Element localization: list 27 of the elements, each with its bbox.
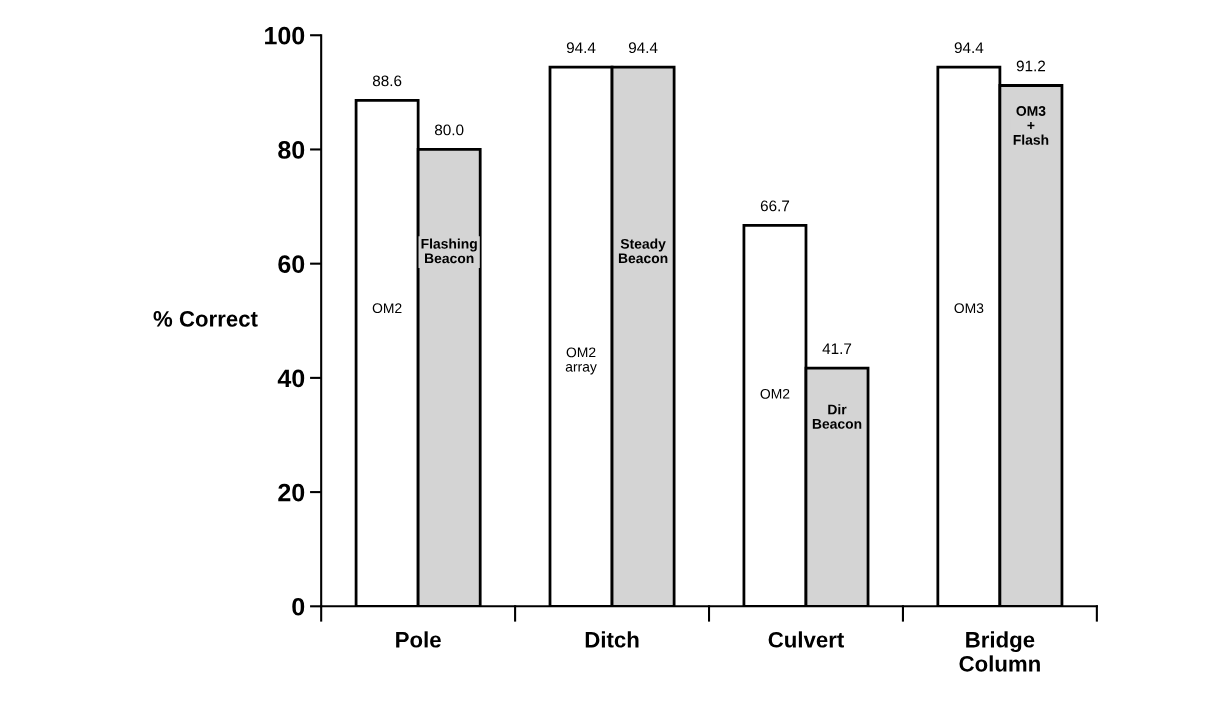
text: 94.4 bbox=[628, 42, 658, 54]
annotation: OM2 bbox=[760, 388, 790, 399]
annotation: OM3 bbox=[954, 303, 984, 314]
annotation: Flashing Beacon bbox=[421, 238, 477, 264]
y-tick-label: 80 bbox=[278, 141, 305, 159]
text: 94.4 bbox=[954, 42, 984, 54]
annotation: OM2 array bbox=[565, 347, 597, 375]
y-axis-title: % Correct bbox=[153, 311, 258, 327]
x-tick-label: Culvert bbox=[768, 631, 844, 648]
y-tick-label: 60 bbox=[278, 255, 305, 273]
text: 41.7 bbox=[822, 343, 852, 354]
y-tick-label: 40 bbox=[277, 369, 305, 388]
y-tick-label: 0 bbox=[292, 597, 305, 616]
text: 91.2 bbox=[1016, 60, 1046, 72]
annotation: OM2 bbox=[372, 303, 402, 314]
annotation: Dir Beacon bbox=[812, 404, 862, 429]
x-tick-label: Ditch bbox=[585, 631, 639, 648]
annotation: Steady Beacon bbox=[618, 238, 668, 264]
annotation: OM3 + Flash bbox=[1013, 106, 1049, 145]
x-tick-label: Pole bbox=[396, 631, 441, 648]
y-tick-label: 20 bbox=[278, 483, 305, 502]
text: 80.0 bbox=[434, 124, 464, 136]
text: 94.4 bbox=[566, 42, 596, 54]
text: 66.7 bbox=[760, 200, 790, 212]
x-tick-label: Bridge Column bbox=[959, 631, 1040, 672]
y-tick-label: 100 bbox=[265, 26, 305, 45]
text: 88.6 bbox=[372, 75, 402, 87]
